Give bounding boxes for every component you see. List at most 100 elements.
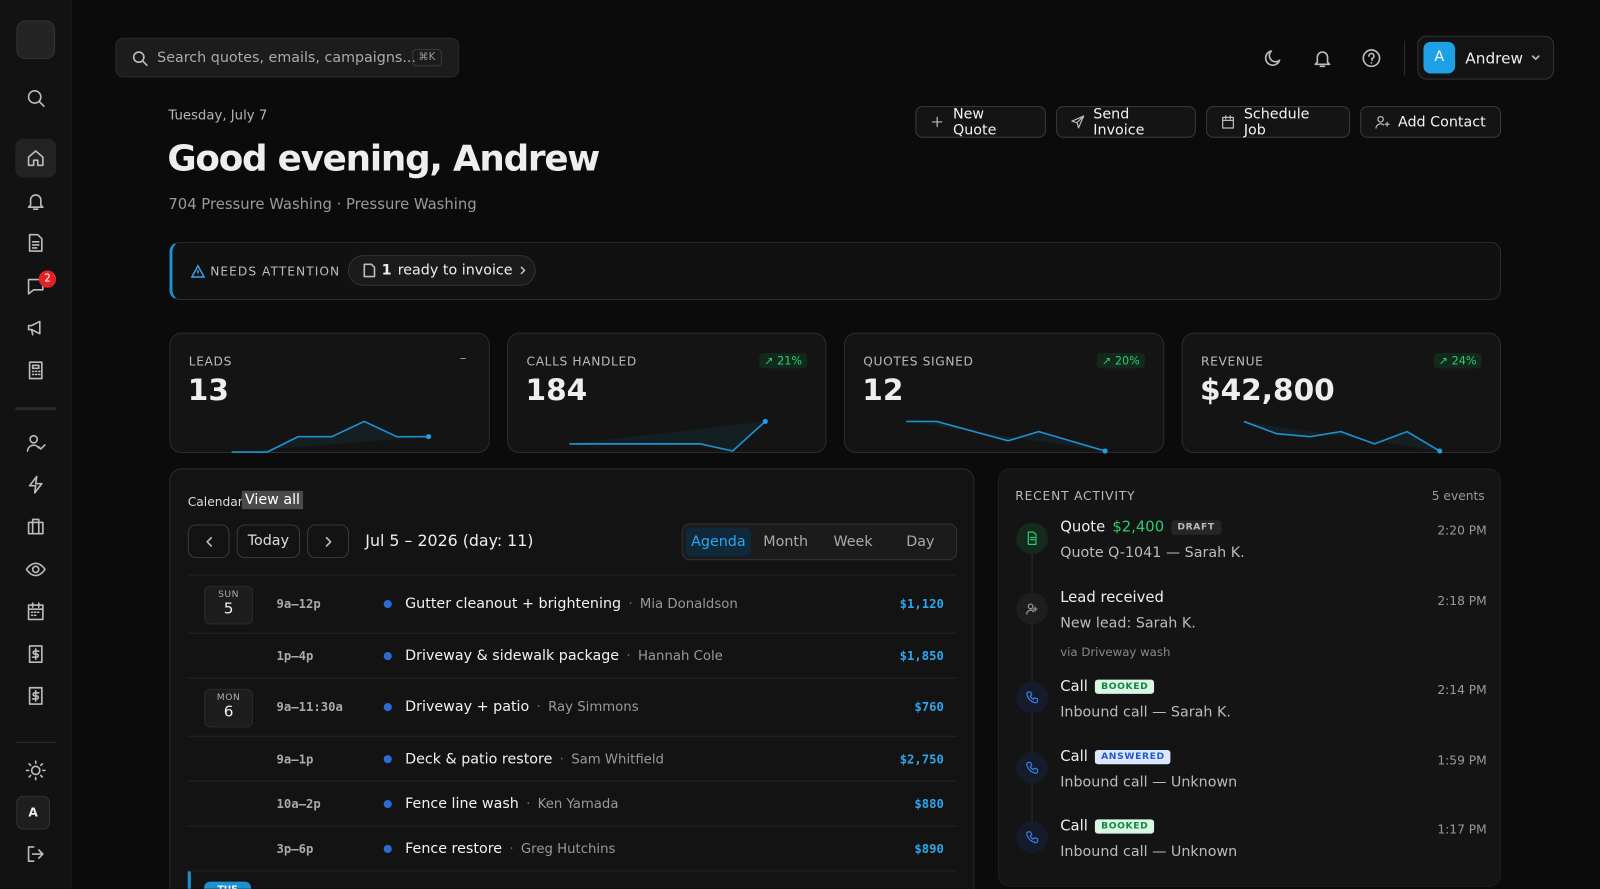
sparkline bbox=[508, 334, 814, 458]
weekday: SUN bbox=[218, 589, 240, 600]
time: 9a–12p bbox=[276, 596, 321, 612]
activity-icon bbox=[1016, 821, 1048, 854]
logo[interactable] bbox=[16, 20, 56, 60]
attention-bar: NEEDS ATTENTION 1 ready to invoice bbox=[169, 241, 1502, 300]
weekday: TUE bbox=[204, 885, 251, 889]
sparkline bbox=[170, 334, 476, 458]
event-row[interactable]: 9a–1p Deck & patio restore · Sam Whitfield $… bbox=[187, 737, 958, 782]
activity-line: Call BOOKED bbox=[1060, 818, 1155, 835]
help[interactable] bbox=[1361, 48, 1381, 68]
nav-icon[interactable] bbox=[26, 88, 46, 108]
day-box: TUE7 bbox=[204, 881, 252, 889]
nav-icon[interactable] bbox=[26, 233, 46, 253]
icon bbox=[1222, 115, 1234, 129]
view-tab[interactable]: Week bbox=[833, 533, 873, 550]
user-menu[interactable]: A Andrew bbox=[1417, 35, 1555, 80]
icon bbox=[27, 89, 45, 107]
date-range: Jul 5 – 2026 (day: 11) bbox=[365, 531, 534, 550]
invoice-chip[interactable]: 1 ready to invoice bbox=[347, 255, 536, 286]
arrow: ↗ bbox=[1438, 354, 1452, 368]
next[interactable] bbox=[307, 524, 349, 559]
view-all[interactable]: View all bbox=[241, 490, 304, 510]
nav-icon[interactable] bbox=[26, 686, 46, 706]
icon bbox=[27, 320, 41, 336]
sparkline-svg bbox=[1243, 420, 1443, 454]
action-button[interactable]: Schedule Job bbox=[1206, 106, 1350, 138]
activity-item[interactable]: Call BOOKED Inbound call — Unknown 1:17 PM bbox=[999, 818, 1502, 879]
theme-toggle[interactable] bbox=[1263, 48, 1283, 68]
nav-icon[interactable] bbox=[25, 760, 46, 781]
stat-card: QUOTES SIGNED 12 ↗ 20% bbox=[843, 332, 1165, 454]
sparkline bbox=[845, 334, 1151, 458]
action-button[interactable]: Add Contact bbox=[1360, 106, 1502, 138]
event-title: Gutter cleanout + brightening bbox=[405, 595, 622, 613]
stat-label: CALLS HANDLED bbox=[526, 354, 637, 369]
action-label: Add Contact bbox=[1397, 113, 1486, 131]
event-title: Deck & patio restore bbox=[405, 750, 553, 767]
activity-item[interactable]: Call ANSWERED Inbound call — Unknown 1:59 P… bbox=[999, 749, 1502, 810]
action-button[interactable]: Send Invoice bbox=[1056, 106, 1196, 138]
stat-value: 184 bbox=[525, 372, 588, 408]
nav-icon[interactable] bbox=[26, 433, 46, 453]
avatar[interactable]: A bbox=[16, 795, 50, 830]
icon bbox=[1026, 691, 1039, 704]
activity-time: 2:14 PM bbox=[1437, 682, 1487, 697]
icon bbox=[27, 602, 44, 621]
view-tab[interactable]: Month bbox=[763, 533, 809, 550]
activity-time: 1:17 PM bbox=[1437, 822, 1487, 837]
client: Mia Donaldson bbox=[639, 596, 738, 613]
stat-change: ↗ 24% bbox=[1433, 353, 1482, 369]
nav-icon[interactable] bbox=[26, 148, 46, 168]
nav-icon[interactable] bbox=[26, 360, 46, 380]
nav-icon[interactable] bbox=[26, 317, 46, 337]
amount: $760 bbox=[914, 699, 944, 715]
activity-item[interactable]: Lead received New lead: Sarah K. via Drive… bbox=[999, 590, 1502, 659]
agenda: SUN 5 9a–12p Gutter cleanout + brightening ·… bbox=[187, 574, 958, 889]
calendar-title: Calendar bbox=[187, 494, 243, 510]
nav-icon[interactable] bbox=[26, 191, 46, 211]
activity-item[interactable]: Call BOOKED Inbound call — Sarah K. 2:14 PM bbox=[999, 679, 1502, 740]
icon bbox=[25, 760, 46, 781]
client: Ray Simmons bbox=[548, 699, 639, 716]
action-button[interactable]: New Quote bbox=[915, 106, 1046, 138]
nav-icon[interactable] bbox=[26, 474, 46, 494]
icon bbox=[28, 645, 43, 664]
icon bbox=[27, 150, 44, 167]
stat-change: – bbox=[459, 351, 467, 367]
day: 5 bbox=[223, 598, 234, 618]
client: Sam Whitfield bbox=[571, 751, 664, 767]
search[interactable]: Search quotes, emails, campaigns... ⌘K bbox=[115, 37, 460, 78]
activity-title: Call bbox=[1060, 748, 1088, 766]
event-row[interactable]: 10a–2p Fence line wash · Ken Yamada $880 bbox=[187, 782, 958, 827]
sparkline-svg bbox=[231, 420, 432, 453]
search-placeholder: Search quotes, emails, campaigns... bbox=[157, 49, 416, 67]
view-tab[interactable]: Agenda bbox=[685, 527, 752, 557]
amount: $1,120 bbox=[899, 596, 944, 612]
subtitle: 704 Pressure Washing · Pressure Washing bbox=[168, 196, 477, 214]
event-row[interactable]: MON 6 9a–11:30a Driveway + patio · Ray Simmon… bbox=[187, 679, 958, 737]
today[interactable]: Today bbox=[236, 524, 300, 559]
icon bbox=[1027, 531, 1037, 545]
nav-icon[interactable] bbox=[26, 844, 46, 864]
nav-icon[interactable] bbox=[26, 644, 46, 664]
prev[interactable] bbox=[187, 524, 230, 559]
action-label: Send Invoice bbox=[1093, 105, 1145, 139]
nav-icon[interactable] bbox=[25, 559, 46, 579]
view-tab[interactable]: Day bbox=[906, 533, 935, 550]
activity-line: Call ANSWERED bbox=[1060, 749, 1171, 765]
activity-time: 1:59 PM bbox=[1437, 753, 1487, 768]
nav-icon[interactable] bbox=[26, 601, 46, 621]
event-row[interactable]: 3p–6p Fence restore · Greg Hutchins $890 bbox=[187, 827, 958, 872]
activity-item[interactable]: Quote $2,400 DRAFT Quote Q-1041 — Sarah K. 2… bbox=[999, 519, 1502, 580]
warning-icon bbox=[190, 264, 206, 278]
event-title: Fence line wash bbox=[405, 795, 519, 812]
arrow: ↗ bbox=[764, 354, 778, 368]
activity-badge: BOOKED bbox=[1094, 679, 1155, 694]
activity-line: Quote $2,400 DRAFT bbox=[1060, 519, 1221, 536]
activity-title: Quote bbox=[1060, 519, 1106, 536]
event-row[interactable]: SUN 5 9a–12p Gutter cleanout + brightening ·… bbox=[187, 576, 958, 634]
event-row[interactable]: 1p–4p Driveway & sidewalk package · Hannah … bbox=[187, 634, 958, 679]
dot bbox=[383, 703, 392, 712]
nav-icon[interactable] bbox=[26, 516, 46, 536]
notifications[interactable] bbox=[1312, 48, 1332, 68]
